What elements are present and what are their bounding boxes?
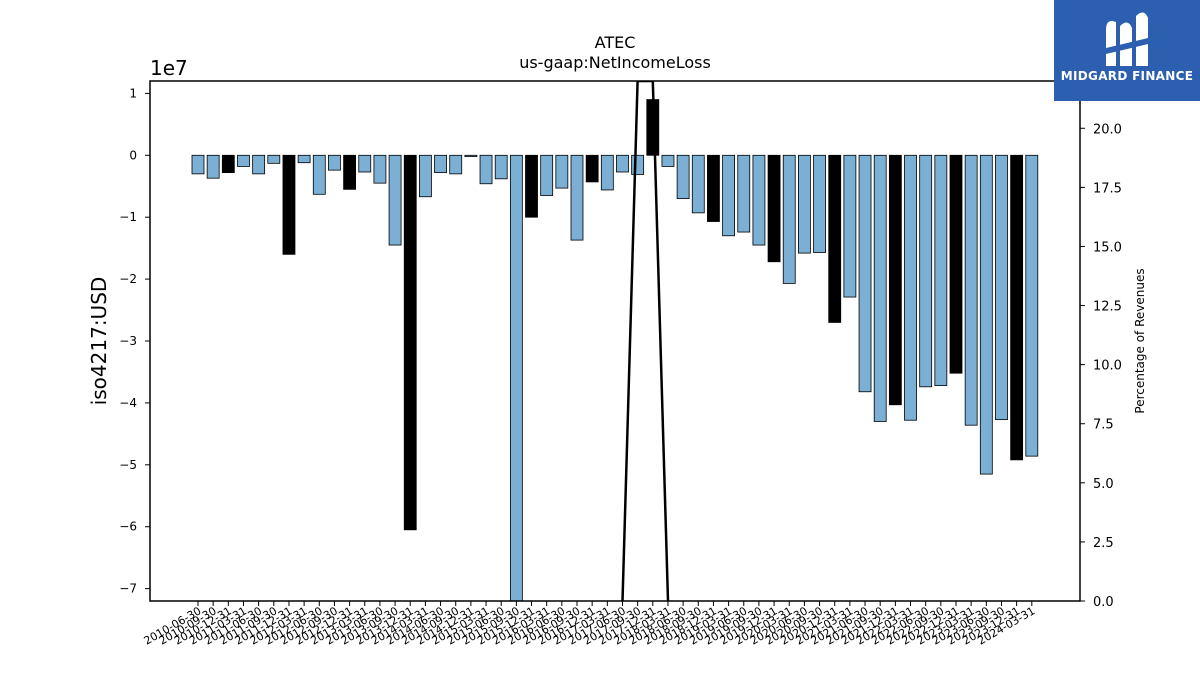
- bar-2023-09-30: [995, 154, 1008, 421]
- bar-2017-03-31: [600, 154, 614, 191]
- bar-2013-03-31: [358, 154, 372, 173]
- bar-2022-12-31: [949, 154, 963, 374]
- y-tick-label: 1: [129, 86, 137, 100]
- y-right-tick-label: 10.0: [1093, 359, 1122, 374]
- y-tick-label: −3: [119, 334, 137, 348]
- chart-subtitle: us-gaap:NetIncomeLoss: [519, 53, 711, 72]
- y-right-tick-label: 2.5: [1093, 536, 1114, 551]
- bar-2019-03-31: [722, 154, 735, 237]
- y-tick-label: −2: [119, 272, 137, 286]
- bar-2016-12-31: [585, 154, 599, 183]
- y-axis-right-label: Percentage of Revenues: [1133, 268, 1147, 413]
- bar-2014-06-30: [434, 154, 447, 174]
- bar-2012-06-30: [312, 154, 326, 195]
- bar-2013-12-31: [403, 154, 417, 531]
- y-tick-label: −4: [119, 396, 137, 410]
- midgard-m-logo-icon: [1106, 12, 1148, 67]
- bar-2021-09-30: [873, 154, 887, 422]
- bar-2014-09-30: [449, 154, 463, 175]
- y-right-tick-label: 0.0: [1093, 595, 1114, 610]
- y-offset-label: 1e7: [150, 56, 188, 80]
- bar-2021-03-31: [843, 154, 857, 298]
- bar-2013-09-30: [388, 154, 402, 246]
- brand-logo: MIDGARD FINANCE: [1054, 0, 1200, 101]
- bar-2024-03-31: [1025, 154, 1039, 457]
- bar-2017-06-30: [616, 154, 629, 173]
- ratio-line-group: [621, 81, 670, 601]
- bar-2016-06-30: [555, 154, 569, 189]
- bar-2012-09-30: [328, 154, 341, 171]
- bar-2012-03-31: [297, 154, 311, 164]
- y-right-tick-label: 5.0: [1093, 477, 1114, 492]
- bar-2019-09-30: [752, 154, 766, 246]
- axes-group: 1 0 −1 −2 −3 −4 −5 −6 −7 0.0 2.5 5.0 7.5 10.0 12.5 15.0…: [119, 80, 1122, 648]
- y-tick-label: −7: [119, 582, 137, 596]
- bar-2023-12-31: [1010, 154, 1024, 461]
- bars-group: [191, 99, 1039, 601]
- y-tick-label: −6: [119, 520, 137, 534]
- y-axis-label: iso4217:USD: [87, 277, 111, 406]
- y-tick-label: −5: [119, 458, 137, 472]
- ratio-line: [621, 81, 670, 601]
- y-right-tick-label: 12.5: [1093, 300, 1122, 315]
- bar-2019-12-31: [767, 154, 781, 263]
- bar-2018-12-31: [707, 154, 720, 222]
- bar-2015-12-31: [525, 154, 538, 218]
- bar-2015-06-30: [494, 154, 508, 180]
- bar-2020-03-31: [782, 154, 796, 284]
- bar-2022-06-30: [919, 154, 933, 388]
- bar-2013-06-30: [373, 154, 387, 184]
- bar-2019-06-30: [737, 154, 751, 233]
- bar-2023-06-30: [979, 154, 993, 475]
- bar-2011-06-30: [252, 154, 266, 175]
- y-right-tick-label: 17.5: [1093, 181, 1122, 196]
- y-right-tick-label: 15.0: [1093, 240, 1122, 255]
- bar-2011-09-30: [267, 154, 281, 164]
- bar-2018-06-30: [676, 154, 690, 200]
- bar-2020-12-31: [828, 154, 842, 323]
- bar-2011-12-31: [282, 154, 296, 255]
- bar-2020-06-30: [798, 154, 811, 254]
- bar-2010-06-30: [191, 154, 205, 175]
- bar-2018-03-31: [661, 154, 675, 167]
- y-right-tick-label: 20.0: [1093, 122, 1122, 137]
- bar-2014-03-31: [418, 154, 432, 198]
- bar-2010-09-30: [206, 154, 220, 179]
- bar-2012-12-31: [343, 154, 357, 190]
- chart-title: ATEC: [595, 33, 636, 52]
- bar-2016-03-31: [540, 154, 554, 196]
- bar-2023-03-31: [964, 154, 978, 426]
- y-tick-label: −1: [119, 210, 137, 224]
- bar-2015-03-31: [479, 154, 493, 185]
- bar-2011-03-31: [237, 154, 250, 167]
- bar-2017-09-30: [631, 154, 645, 175]
- bar-2010-12-31: [221, 154, 235, 174]
- bar-2021-12-31: [888, 154, 902, 406]
- y-tick-label: 0: [129, 148, 137, 162]
- brand-name: MIDGARD FINANCE: [1060, 69, 1194, 83]
- bar-2015-09-30: [509, 154, 523, 601]
- bar-2018-09-30: [691, 154, 705, 214]
- bar-2016-09-30: [570, 154, 584, 241]
- bar-2021-06-30: [858, 154, 872, 393]
- bar-2020-09-30: [813, 154, 826, 253]
- bar-2022-03-31: [904, 154, 917, 421]
- y-right-tick-label: 7.5: [1093, 418, 1114, 433]
- bar-2022-09-30: [934, 154, 948, 386]
- bar-2014-12-31: [464, 154, 478, 157]
